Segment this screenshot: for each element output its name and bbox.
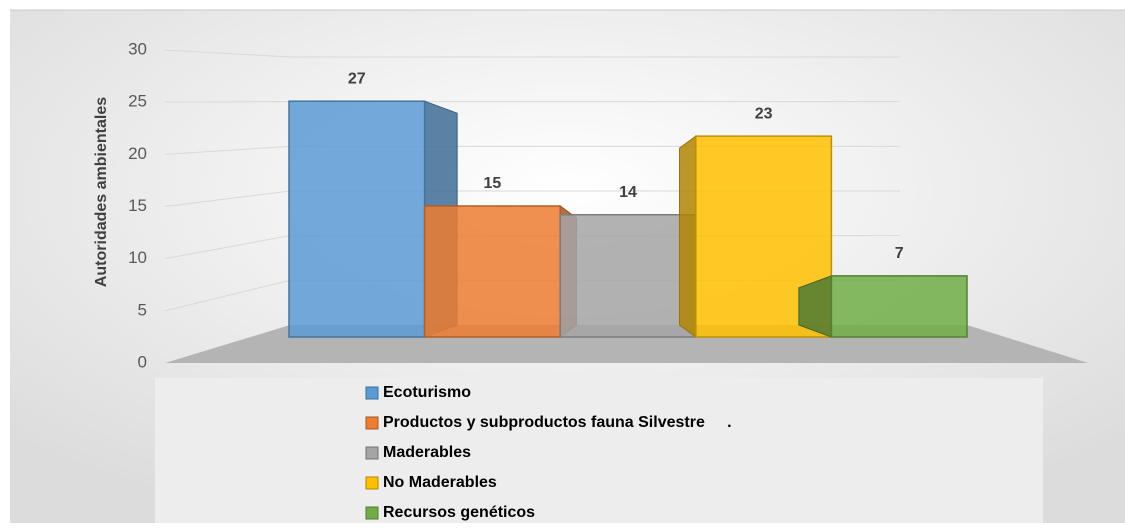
legend-swatch xyxy=(365,446,379,460)
bar xyxy=(288,100,426,338)
bar xyxy=(830,275,968,338)
legend-label: Ecoturismo xyxy=(383,384,471,401)
y-tick-label: 30 xyxy=(128,39,147,58)
legend-box xyxy=(155,378,1043,523)
legend-swatch xyxy=(365,506,379,520)
value-label: 14 xyxy=(619,184,637,201)
y-axis-label: Autoridades ambientales xyxy=(93,97,110,287)
y-tick-label: 25 xyxy=(128,92,147,111)
value-label: 15 xyxy=(484,175,502,192)
legend-label: No Maderables xyxy=(383,474,497,491)
bar-side xyxy=(679,135,697,338)
legend-swatch xyxy=(365,386,379,400)
legend-label: Maderables xyxy=(383,444,471,461)
y-tick-label: 15 xyxy=(128,196,147,215)
y-tick-label: 0 xyxy=(138,352,147,371)
y-tick-label: 5 xyxy=(138,300,147,319)
value-label: 23 xyxy=(755,105,773,122)
legend-label: Productos y subproductos fauna Silvestre… xyxy=(383,414,732,431)
grid-line xyxy=(164,49,900,58)
grid-line xyxy=(164,101,900,103)
value-label: 27 xyxy=(348,70,366,87)
bar xyxy=(559,213,697,338)
plot: 0 5 10 15 20 25 30 27 Ecoturismo 15 Productos y su… xyxy=(128,39,968,521)
value-label: 7 xyxy=(895,245,904,262)
legend-label: Recursos genéticos xyxy=(383,504,535,521)
legend-swatch xyxy=(365,416,379,430)
legend-swatch xyxy=(365,476,379,490)
bar xyxy=(423,205,561,338)
y-tick-label: 20 xyxy=(128,144,147,163)
y-tick-label: 10 xyxy=(128,248,147,267)
